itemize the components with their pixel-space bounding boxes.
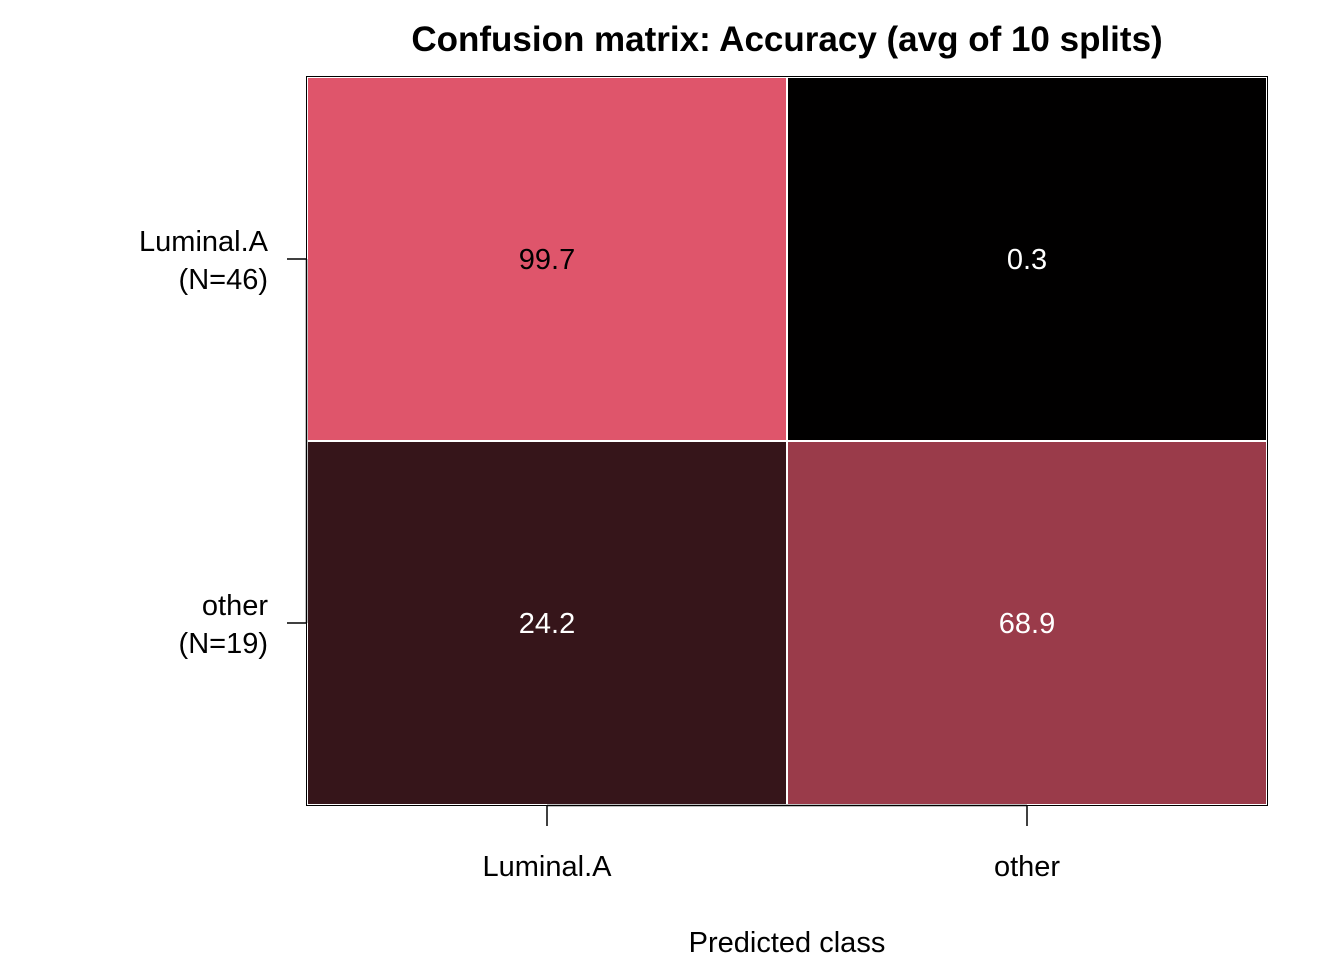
heatmap-cell-label-1-1: 68.9 bbox=[999, 608, 1055, 640]
x-tick-label-1: other bbox=[994, 851, 1060, 883]
heatmap-cell-label-0-1: 0.3 bbox=[1007, 244, 1047, 276]
heatmap-cells bbox=[306, 76, 1268, 806]
y-axis: Luminal.A (N=46) other (N=19) bbox=[139, 226, 308, 660]
heatmap-cell-labels: 99.7 0.3 24.2 68.9 bbox=[519, 244, 1055, 640]
chart-title: Confusion matrix: Accuracy (avg of 10 sp… bbox=[411, 20, 1162, 59]
heatmap-cell-1-0 bbox=[306, 440, 788, 806]
heatmap-cell-1-1 bbox=[786, 440, 1268, 806]
x-axis-label: Predicted class bbox=[689, 927, 886, 959]
heatmap-cell-label-1-0: 24.2 bbox=[519, 608, 575, 640]
heatmap-cell-label-0-0: 99.7 bbox=[519, 244, 575, 276]
heatmap-cell-0-1 bbox=[786, 76, 1268, 442]
y-tick-count-label-0: (N=46) bbox=[179, 264, 268, 296]
y-tick-label-0: Luminal.A bbox=[139, 226, 269, 258]
x-axis: Luminal.A other bbox=[483, 804, 1060, 883]
y-tick-label-1: other bbox=[202, 590, 268, 622]
heatmap-cell-0-0 bbox=[306, 76, 788, 442]
x-tick-label-0: Luminal.A bbox=[483, 851, 613, 883]
y-tick-count-label-1: (N=19) bbox=[179, 628, 268, 660]
